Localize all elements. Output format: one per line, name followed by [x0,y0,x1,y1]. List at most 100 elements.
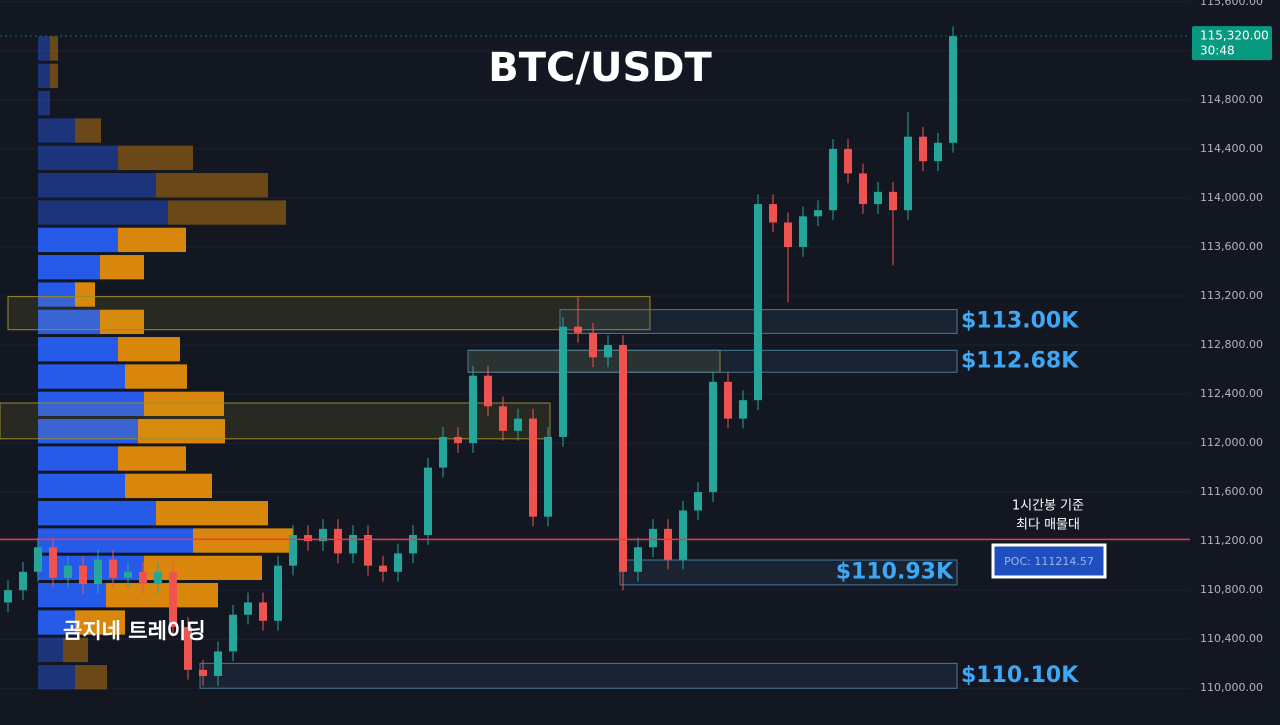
candle-body [439,436,447,468]
candle-body [649,528,657,548]
candle-body [94,559,102,585]
candle-body [799,216,807,247]
countdown-label: 30:48 [1200,44,1235,58]
candle-body [514,418,522,431]
profile-buy-bar [38,364,125,389]
candle-body [574,326,582,333]
profile-buy-bar [38,473,125,499]
candle-body [229,614,237,652]
candle-body [424,467,432,536]
profile-buy-bar [38,637,63,663]
supply-zone [7,296,651,331]
y-tick-label: 114,800.00 [1200,93,1263,106]
poc-note: 최다 매물대 [1016,518,1080,533]
candle-body [169,571,177,627]
level-zone [199,662,958,689]
candle-body [49,547,57,578]
poc-box [991,543,1107,579]
candle-body [34,547,42,572]
level-label: $113.00K [961,309,1079,334]
candle-body [844,148,852,174]
profile-buy-bar [38,173,156,198]
profile-buy-bar [38,63,50,89]
candle-body [814,210,822,217]
profile-sell-bar [106,583,218,608]
profile-sell-bar [50,63,58,89]
candle-body [304,535,312,542]
profile-buy-bar [38,337,118,362]
profile-buy-bar [38,501,156,526]
poc-note: 1시간봉 기준 [1012,499,1084,514]
y-tick-label: 115,600.00 [1200,0,1263,8]
profile-sell-bar [144,391,224,417]
candle-body [184,626,192,670]
profile-buy-bar [38,36,50,61]
candle-body [769,204,777,223]
candle-body [64,565,72,578]
candle-body [334,528,342,554]
candle-body [199,669,207,676]
y-tick-label: 113,200.00 [1200,289,1263,302]
profile-buy-bar [38,528,193,553]
candle-body [709,381,717,493]
profile-sell-bar [75,118,101,143]
candle-body [694,492,702,511]
profile-buy-bar [38,583,106,608]
watermark: 곰지네 트레이딩 [63,619,206,643]
candle-body [829,148,837,211]
supply-zone [0,402,551,440]
y-tick-label: 112,000.00 [1200,436,1263,449]
candle-body [349,535,357,554]
profile-buy-bar [38,255,100,280]
y-tick-label: 111,600.00 [1200,485,1263,498]
level-label: $110.10K [961,663,1079,688]
y-tick-label: 111,200.00 [1200,534,1263,547]
candle-body [724,381,732,419]
candle-body [604,345,612,358]
candle-body [784,222,792,247]
candle-body [259,602,267,621]
candle-body [79,565,87,585]
candle-body [589,332,597,358]
profile-sell-bar [118,227,186,253]
profile-buy-bar [38,391,144,417]
profile-sell-bar [168,200,286,225]
profile-sell-bar [125,364,187,389]
profile-sell-bar [100,255,144,280]
candle-body [454,436,462,444]
level-label: $112.68K [961,348,1079,373]
candle-body [364,535,372,566]
candle-body [634,547,642,572]
profile-sell-bar [156,501,268,526]
candle-body [949,36,957,143]
level-zone [467,349,958,373]
last-price-label: 115,320.00 [1200,29,1269,43]
level-zone [619,559,958,586]
candle-body [754,204,762,401]
candle-body [859,173,867,205]
candle-body [244,602,252,615]
profile-sell-bar [156,173,268,198]
y-tick-label: 112,400.00 [1200,387,1263,400]
profile-sell-bar [118,337,180,362]
profile-sell-bar [118,446,186,471]
y-tick-label: 110,800.00 [1200,583,1263,596]
candle-body [154,571,162,585]
candle-body [934,142,942,162]
profile-buy-bar [38,227,118,253]
candle-body [529,418,537,517]
profile-buy-bar [38,91,50,116]
level-label: $110.93K [836,559,954,584]
candle-body [559,326,567,437]
candle-body [889,191,897,211]
candle-body [214,651,222,676]
profile-sell-bar [75,610,125,635]
candle-body [289,535,297,566]
candle-body [139,571,147,585]
candle-body [379,565,387,572]
y-tick-label: 114,400.00 [1200,142,1263,155]
profile-buy-bar [38,610,75,635]
last-price-badge [1192,26,1272,61]
candle-body [4,590,12,603]
profile-sell-bar [125,473,212,499]
